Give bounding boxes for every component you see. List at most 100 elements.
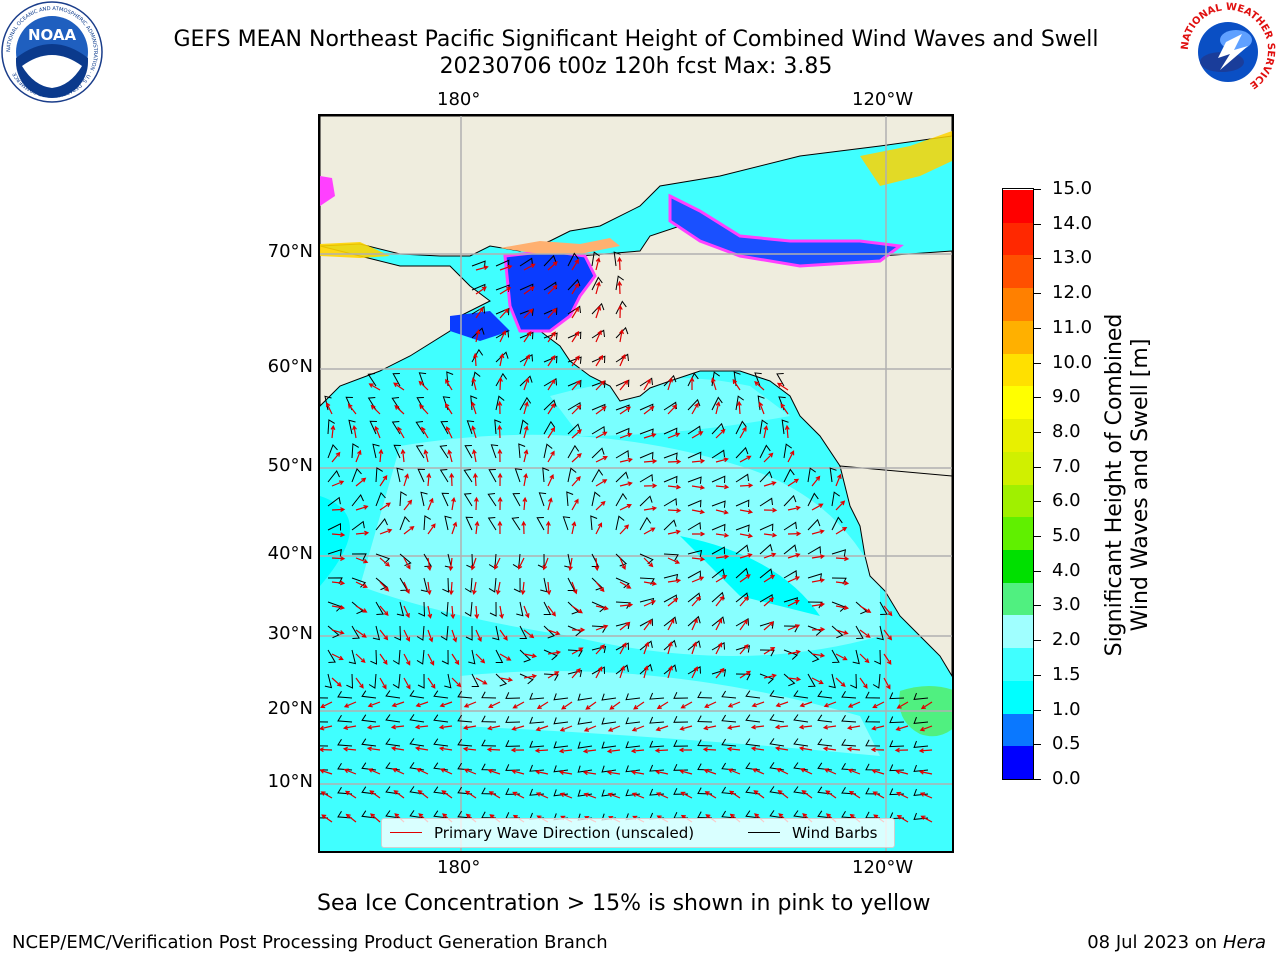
wind-barb bbox=[542, 467, 550, 483]
wind-barb bbox=[615, 379, 630, 388]
wave-direction-arrow bbox=[763, 507, 778, 513]
wave-direction-arrow bbox=[763, 597, 775, 607]
wave-direction-arrow bbox=[571, 258, 579, 271]
wave-direction-arrow bbox=[415, 701, 429, 708]
wave-direction-arrow bbox=[847, 768, 861, 775]
wave-direction-arrow bbox=[320, 768, 333, 775]
wave-direction-arrow bbox=[547, 497, 553, 511]
wind-barb bbox=[337, 714, 353, 723]
colorbar-tick bbox=[1034, 397, 1041, 399]
wave-direction-arrow bbox=[758, 401, 765, 415]
wind-barb bbox=[663, 374, 677, 387]
wind-barb bbox=[759, 673, 775, 684]
wave-direction-arrow bbox=[920, 701, 933, 710]
wave-direction-arrow bbox=[918, 769, 933, 775]
wave-direction-arrow bbox=[379, 581, 390, 592]
wind-barb bbox=[615, 601, 631, 609]
wave-direction-arrow bbox=[739, 670, 752, 679]
wave-direction-arrow bbox=[872, 791, 885, 799]
wind-barb bbox=[567, 278, 581, 291]
wave-direction-arrow bbox=[774, 724, 789, 730]
wind-barb bbox=[591, 491, 601, 507]
wind-barb bbox=[327, 577, 343, 585]
wave-direction-arrow bbox=[326, 402, 333, 415]
wave-direction-arrow bbox=[535, 725, 549, 732]
wave-direction-arrow bbox=[643, 506, 658, 511]
wind-barb bbox=[567, 379, 582, 388]
map-subtitle: 20230706 t00z 120h fcst Max: 3.85 bbox=[439, 54, 833, 79]
wind-barb bbox=[444, 553, 453, 569]
wave-direction-arrow bbox=[393, 382, 405, 391]
wave-direction-arrow bbox=[448, 557, 454, 572]
wave-direction-arrow bbox=[715, 532, 730, 538]
wave-direction-arrow bbox=[331, 653, 344, 661]
wave-direction-arrow bbox=[617, 304, 623, 319]
wave-direction-arrow bbox=[619, 328, 624, 343]
wave-direction-arrow bbox=[692, 531, 706, 537]
wave-direction-arrow bbox=[895, 725, 909, 731]
lat-label-10n: 10°N bbox=[267, 771, 313, 792]
wind-barb bbox=[464, 577, 473, 593]
wave-direction-arrow bbox=[366, 746, 381, 752]
wave-direction-arrow bbox=[475, 306, 484, 319]
wave-direction-arrow bbox=[689, 376, 695, 390]
wave-direction-arrow bbox=[521, 520, 527, 535]
wind-barb bbox=[385, 810, 401, 819]
wind-barb bbox=[697, 715, 713, 723]
wind-barb bbox=[327, 470, 340, 483]
colorbar-segment bbox=[1003, 647, 1033, 681]
wave-direction-arrow bbox=[595, 479, 608, 487]
wave-direction-arrow bbox=[463, 768, 477, 775]
wind-barb bbox=[577, 693, 593, 701]
wind-barb bbox=[601, 741, 617, 749]
wind-barb bbox=[392, 649, 401, 665]
wave-direction-arrow bbox=[419, 404, 429, 415]
wind-barb bbox=[745, 714, 761, 723]
wave-direction-arrow bbox=[883, 653, 892, 665]
wave-direction-arrow bbox=[595, 666, 603, 679]
lon-label-top-180: 180° bbox=[437, 89, 481, 110]
wind-barb bbox=[562, 516, 571, 531]
sea-ice-yellow bbox=[500, 238, 620, 254]
wind-barb bbox=[889, 692, 905, 700]
wave-direction-arrow bbox=[784, 424, 790, 439]
wind-barb bbox=[913, 692, 929, 700]
colorbar-tick bbox=[1034, 779, 1041, 780]
wave-direction-arrow bbox=[763, 673, 777, 679]
wind-barb bbox=[711, 449, 725, 459]
wind-barb bbox=[351, 577, 367, 588]
wave-direction-legend-line bbox=[390, 832, 422, 833]
wave-direction-arrow bbox=[667, 432, 681, 439]
wave-direction-arrow bbox=[704, 791, 717, 799]
wave-direction-arrow bbox=[859, 653, 870, 664]
wave-direction-arrow bbox=[643, 641, 650, 655]
wind-barb bbox=[372, 443, 380, 459]
wind-barb bbox=[518, 443, 526, 459]
wave-direction-arrow bbox=[655, 792, 669, 799]
wind-barb bbox=[351, 520, 365, 531]
wind-barb bbox=[514, 468, 523, 483]
wave-direction-arrow bbox=[558, 770, 573, 775]
wave-direction-arrow bbox=[545, 520, 551, 535]
wave-direction-arrow bbox=[715, 554, 730, 560]
wave-direction-arrow bbox=[726, 746, 741, 752]
wave-direction-arrow bbox=[691, 431, 704, 439]
colorbar-tick-label: 14.0 bbox=[1052, 212, 1093, 234]
wind-barb bbox=[416, 625, 425, 641]
wave-direction-arrow bbox=[523, 377, 530, 391]
wave-direction-arrow bbox=[775, 701, 789, 708]
wind-barb bbox=[889, 716, 905, 724]
wave-direction-arrow bbox=[474, 605, 480, 620]
wind-barb bbox=[817, 738, 833, 747]
colorbar-tick-label: 8.0 bbox=[1052, 420, 1081, 442]
wave-direction-arrow bbox=[427, 497, 434, 511]
wind-barb bbox=[783, 570, 797, 579]
wave-direction-arrow bbox=[859, 605, 872, 613]
wave-direction-arrow bbox=[883, 677, 891, 690]
wind-barb bbox=[423, 515, 431, 531]
wave-direction-arrow bbox=[739, 533, 754, 539]
wind-barb bbox=[361, 738, 377, 747]
wind-barb bbox=[409, 690, 425, 699]
wind-barb bbox=[783, 494, 797, 507]
wind-barb bbox=[351, 443, 359, 459]
